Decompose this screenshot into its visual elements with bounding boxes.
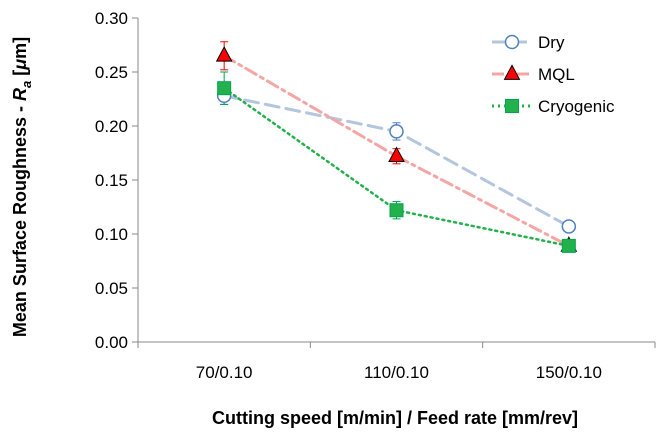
x-tick-label: 110/0.10 (364, 363, 429, 382)
ticks: 0.00 0.05 0.10 0.15 0.20 0.25 0.30 70/0.10 110/0… (95, 9, 656, 382)
legend: Dry MQL Cryogenic (492, 33, 615, 116)
y-axis-title-main: Mean Surface Roughness - (10, 101, 30, 337)
y-tick-label: 0.00 (95, 333, 128, 352)
data-point-cryogenic (217, 81, 232, 96)
legend-marker-dry (504, 34, 520, 50)
data-point-cryogenic (389, 203, 404, 218)
y-tick-label: 0.30 (95, 9, 128, 28)
y-tick-label: 0.25 (95, 63, 128, 82)
y-tick-label: 0.05 (95, 279, 128, 298)
legend-marker-cryogenic (505, 99, 519, 113)
data-point-dry (389, 124, 404, 139)
legend-label-mql: MQL (538, 65, 575, 84)
series-layer (215, 41, 578, 253)
data-point-cryogenic (561, 238, 576, 253)
data-point-mql (215, 46, 233, 62)
y-axis-title-unit-open: [ (10, 70, 30, 81)
x-axis-title: Cutting speed [m/min] / Feed rate [mm/re… (212, 408, 578, 428)
y-tick-label: 0.20 (95, 117, 128, 136)
y-axis-title-var: R (10, 88, 30, 101)
x-tick-label: 70/0.10 (196, 363, 253, 382)
y-axis-title: Mean Surface Roughness - Ra [μm] (10, 37, 34, 337)
y-axis-title-unit-rest: m] (10, 37, 30, 59)
legend-marker-mql (503, 64, 521, 80)
y-tick-label: 0.15 (95, 171, 128, 190)
legend-label-dry: Dry (538, 33, 565, 52)
data-point-mql (388, 146, 405, 163)
y-tick-label: 0.10 (95, 225, 128, 244)
legend-label-cryogenic: Cryogenic (538, 97, 615, 116)
data-point-dry (561, 219, 577, 234)
y-axis-title-unit-mu: μ (10, 59, 30, 71)
x-tick-label: 150/0.10 (536, 363, 602, 382)
y-axis-title-sub: a (19, 81, 34, 88)
axes (137, 18, 655, 343)
